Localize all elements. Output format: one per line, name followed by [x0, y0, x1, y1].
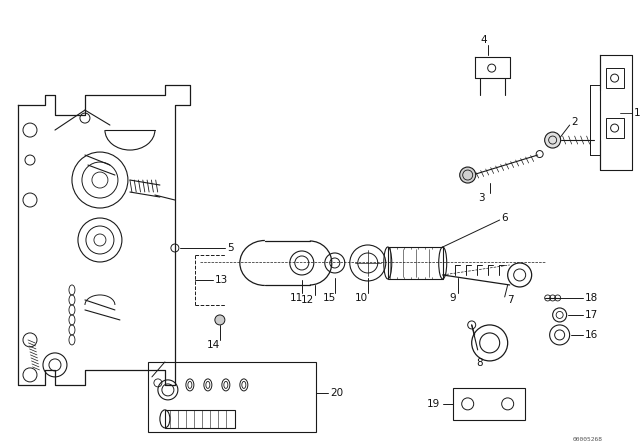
Text: 11: 11	[290, 293, 303, 303]
Circle shape	[545, 132, 561, 148]
Text: 12: 12	[301, 295, 314, 305]
Text: 4: 4	[481, 35, 487, 45]
Text: 17: 17	[584, 310, 598, 320]
Text: 7: 7	[507, 295, 513, 305]
Text: 20: 20	[330, 388, 343, 398]
Bar	[148, 362, 316, 432]
Circle shape	[215, 315, 225, 325]
Bar	[605, 68, 623, 88]
Text: 14: 14	[207, 340, 221, 350]
Text: 1: 1	[634, 108, 640, 118]
Text: 13: 13	[215, 275, 228, 285]
Text: 16: 16	[584, 330, 598, 340]
Text: 2: 2	[572, 117, 579, 127]
Text: 18: 18	[584, 293, 598, 303]
Text: 10: 10	[355, 293, 369, 303]
Bar	[452, 388, 525, 420]
Circle shape	[460, 167, 476, 183]
Text: 6: 6	[502, 213, 508, 223]
Bar	[165, 410, 235, 428]
Text: 5: 5	[227, 243, 234, 253]
Bar	[388, 247, 443, 279]
Text: 19: 19	[426, 399, 440, 409]
Text: 9: 9	[449, 293, 456, 303]
Bar	[605, 118, 623, 138]
Text: 3: 3	[478, 193, 485, 203]
Text: 8: 8	[476, 358, 483, 368]
Text: 15: 15	[323, 293, 337, 303]
Text: 00005268: 00005268	[573, 437, 603, 442]
